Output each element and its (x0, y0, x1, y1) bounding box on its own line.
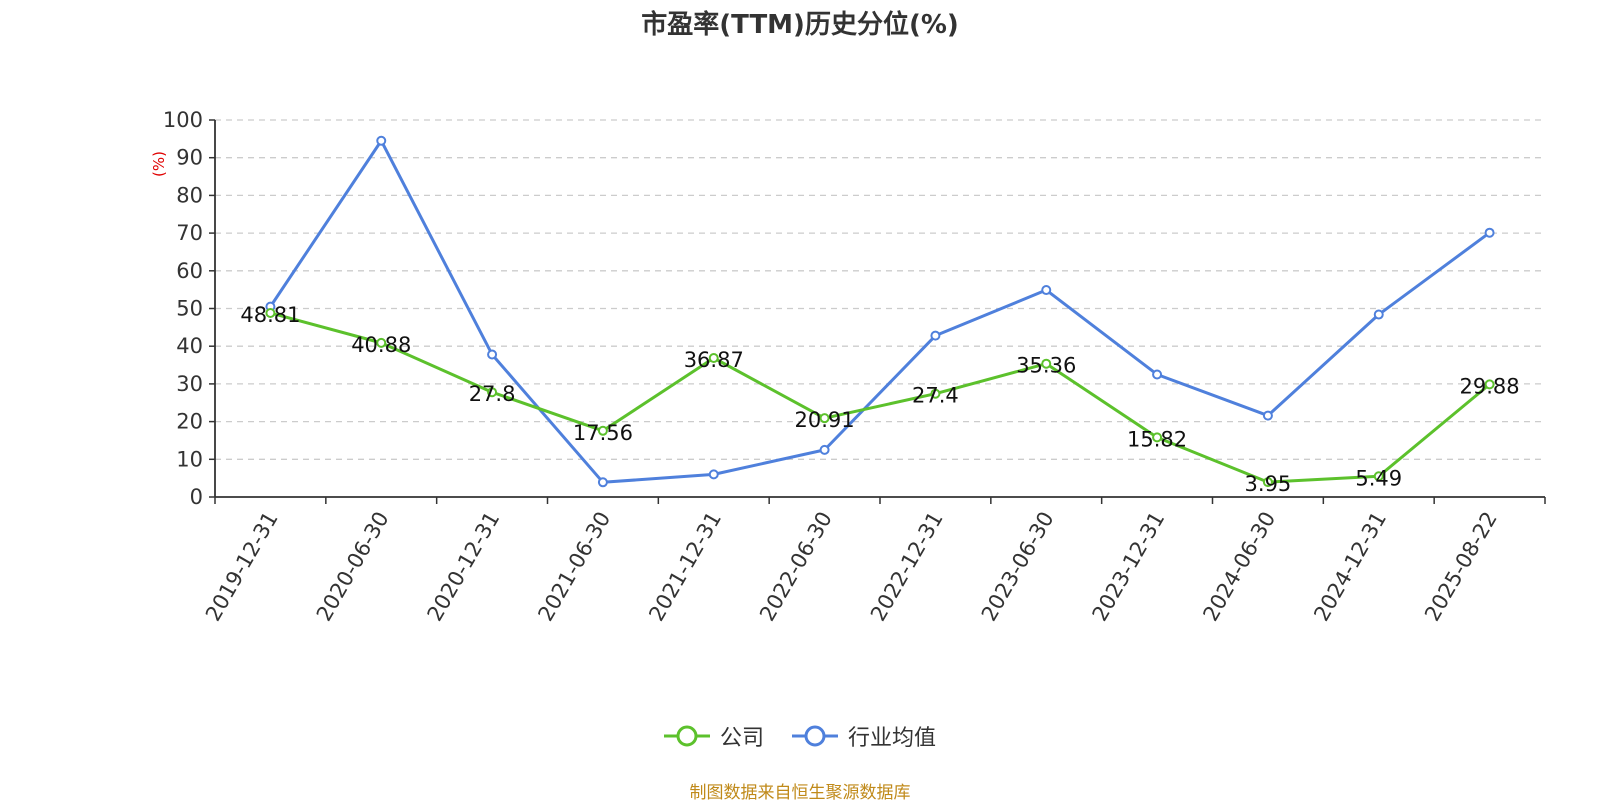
x-tick-label: 2020-06-30 (312, 508, 394, 626)
data-point (1152, 369, 1163, 380)
data-label: 36.87 (684, 348, 744, 372)
data-label: 3.95 (1245, 472, 1292, 496)
data-point (487, 349, 498, 360)
data-label: 35.36 (1016, 354, 1076, 378)
data-label: 40.88 (351, 333, 411, 357)
legend-industry-marker (792, 725, 838, 747)
data-point (708, 353, 719, 364)
x-tick-label: 2023-12-31 (1088, 508, 1170, 626)
x-tick-label: 2021-06-30 (533, 508, 615, 626)
data-point (1041, 358, 1052, 369)
line-chart: 0 10 20 30 40 50 60 70 80 90 100 2019-12-31 2020-06-… (163, 108, 1546, 626)
series-line (269, 139, 1491, 484)
x-tick-label: 2024-06-30 (1198, 508, 1280, 626)
data-point (376, 135, 387, 146)
data-point (1484, 379, 1495, 390)
data-point (708, 469, 719, 480)
data-label: 17.56 (573, 421, 633, 445)
legend-item-company[interactable]: 公司 (663, 720, 764, 752)
data-point (1041, 285, 1052, 296)
y-tick-label: 30 (176, 372, 203, 396)
data-point (1373, 309, 1384, 320)
data-label: 15.82 (1127, 427, 1187, 451)
data-point (1262, 410, 1273, 421)
data-source-note: 制图数据来自恒生聚源数据库 (689, 783, 911, 803)
data-label: 27.4 (912, 384, 959, 408)
data-point (930, 388, 941, 399)
y-tick-label: 100 (163, 108, 203, 132)
x-tick-label: 2020-12-31 (423, 508, 505, 626)
data-label: 48.81 (240, 303, 300, 327)
data-point (1262, 477, 1273, 488)
legend-industry-label: 行业均值 (848, 726, 937, 751)
data-point (597, 477, 608, 488)
y-tick-label: 20 (176, 410, 203, 434)
chart-title: 市盈率(TTM)历史分位(%) (641, 10, 959, 40)
data-point (487, 387, 498, 398)
y-tick-label: 90 (176, 146, 203, 170)
y-tick-label: 80 (176, 183, 203, 207)
data-point (376, 337, 387, 348)
y-tick-label: 70 (176, 221, 203, 245)
data-point (1484, 227, 1495, 238)
x-tick-label: 2022-06-30 (755, 508, 837, 626)
x-tick-label: 2019-12-31 (201, 508, 283, 626)
data-point (597, 425, 608, 436)
data-label: 20.91 (795, 408, 855, 432)
data-label: 5.49 (1355, 466, 1402, 490)
data-point (930, 330, 941, 341)
x-tick-label: 2024-12-31 (1309, 508, 1391, 626)
data-point (265, 307, 276, 318)
x-tick-label: 2022-12-31 (866, 508, 948, 626)
data-point (819, 444, 830, 455)
x-tick-label: 2021-12-31 (644, 508, 726, 626)
legend-company-label: 公司 (719, 726, 764, 751)
y-tick-label: 10 (176, 447, 203, 471)
legend: 公司 行业均值 (0, 720, 1600, 752)
y-tick-label: 0 (190, 485, 203, 509)
data-label: 27.8 (469, 382, 516, 406)
data-point (1152, 432, 1163, 443)
data-point (819, 413, 830, 424)
data-label: 29.88 (1460, 374, 1520, 398)
x-tick-label: 2025-08-22 (1420, 508, 1502, 626)
legend-company-marker (663, 725, 710, 747)
y-tick-label: 50 (176, 297, 203, 321)
data-point (1373, 471, 1384, 482)
x-tick-label: 2023-06-30 (977, 508, 1059, 626)
y-tick-label: 40 (176, 334, 203, 358)
series-line (270, 311, 1491, 484)
legend-item-industry[interactable]: 行业均值 (792, 720, 936, 752)
y-tick-label: 60 (176, 259, 203, 283)
